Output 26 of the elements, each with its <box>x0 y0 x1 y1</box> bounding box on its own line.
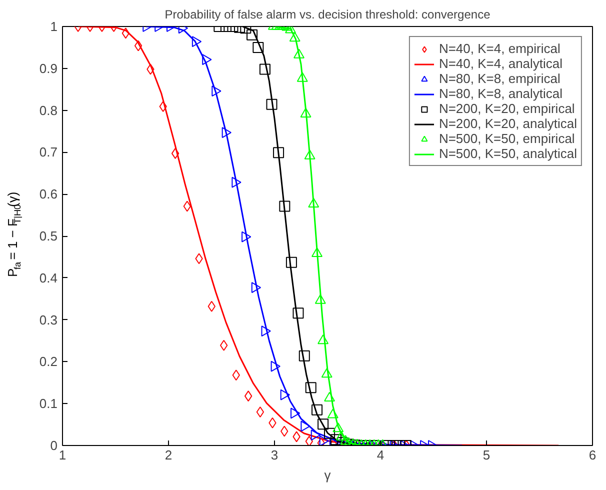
y-tick-label: 0.6 <box>39 186 58 202</box>
y-tick-label: 0.1 <box>39 396 58 412</box>
legend-label: N=200, K=20, empirical <box>438 101 575 116</box>
x-tick-label: 5 <box>482 448 490 462</box>
y-tick-label: 0.9 <box>39 60 58 76</box>
legend-label: N=80, K=8, empirical <box>438 71 560 86</box>
legend-label: N=40, K=4, analytical <box>438 56 563 71</box>
legend-label: N=40, K=4, empirical <box>438 41 560 56</box>
x-axis-title: γ <box>324 468 332 482</box>
y-tick-label: 0.8 <box>39 102 58 118</box>
x-tick-label: 6 <box>588 448 596 462</box>
legend-label: N=500, K=50, analytical <box>438 146 577 161</box>
legend-label: N=80, K=8, analytical <box>438 86 563 101</box>
y-tick-label: 0.4 <box>39 270 58 286</box>
legend-label: N=200, K=20, analytical <box>438 116 577 131</box>
y-tick-label: 0.7 <box>39 144 58 160</box>
y-tick-label: 0 <box>50 438 58 453</box>
y-tick-label: 0.3 <box>39 312 58 328</box>
x-tick-label: 2 <box>164 448 172 462</box>
y-tick-label: 0.2 <box>39 354 58 370</box>
chart-title: Probability of false alarm vs. decision threshold: convergence <box>164 8 491 22</box>
legend-label: N=500, K=50, empirical <box>438 131 575 146</box>
x-tick-label: 4 <box>376 448 384 462</box>
y-tick-label: 0.5 <box>39 228 58 244</box>
y-tick-label: 1 <box>50 19 58 34</box>
x-tick-label: 3 <box>270 448 278 462</box>
